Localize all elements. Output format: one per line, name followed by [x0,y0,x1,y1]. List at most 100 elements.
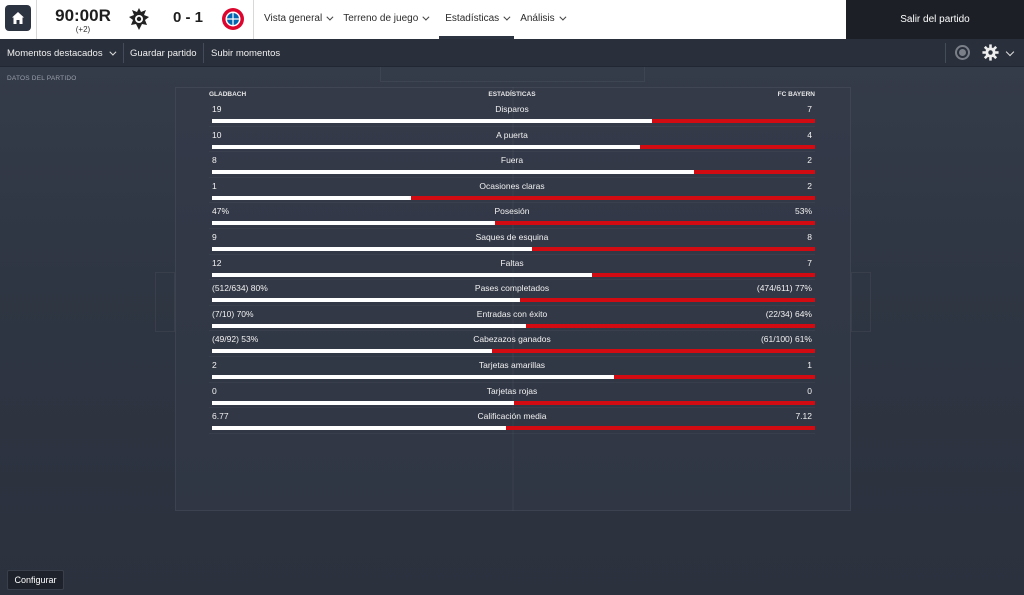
stat-label: Ocasiones claras [479,180,545,191]
stat-bar-home-fill [212,144,641,149]
home-icon [12,12,24,24]
away-stat-value: (474/611) 77% [756,283,812,294]
stat-label: Faltas [500,257,524,268]
stat-bar-home-fill [212,349,493,354]
chevron-down-icon [326,13,334,21]
configure-button[interactable]: Configurar [7,570,64,590]
exit-match-button[interactable]: Salir del partido [846,0,1024,39]
bayern-crest-icon [222,8,244,30]
tab-overview-label: Vista general [264,12,323,24]
stat-bar-home-fill [212,298,520,303]
stat-label: A puerta [496,129,528,140]
home-stat-value: 2 [212,359,217,370]
away-stat-value: 7 [807,104,812,114]
tab-statistics-label: Estadísticas [445,12,500,24]
stat-bar [212,246,815,251]
stat-label: Saques de esquina [475,231,549,242]
stat-label: Tarjetas amarillas [478,359,546,370]
section-label: DATOS DEL PARTIDO [7,75,77,82]
stat-label: Disparos [495,104,529,114]
away-stat-value: 53% [794,206,812,217]
main-nav: Vista general Terreno de juego Estadísti… [258,0,570,39]
record-icon[interactable] [955,45,970,60]
stat-bar [212,272,815,277]
highlights-dropdown[interactable]: Momentos destacados [7,39,117,67]
top-bar: 90:00R (+2) 0 - 1 Vista general Terreno … [0,0,1024,39]
stat-label: Cabezazos ganados [473,334,551,345]
home-team-name: GLADBACH [209,91,247,98]
stat-row: 0 Tarjetas rojas 0 [209,383,815,409]
stats-header: GLADBACH ESTADÍSTICAS FC BAYERN [209,91,815,101]
stat-row: 1 Ocasiones claras 2 [209,178,815,204]
stat-bar-home-fill [212,170,695,175]
chevron-down-icon [559,13,567,21]
save-match-button[interactable]: Guardar partido [130,47,197,59]
tab-overview[interactable]: Vista general [258,0,337,39]
tab-pitch[interactable]: Terreno de juego [337,0,433,39]
home-stat-value: 10 [212,129,222,140]
chevron-down-icon [422,13,430,21]
clock-time: 90:00R [55,6,111,25]
stat-label: Tarjetas rojas [486,385,538,396]
tab-analysis[interactable]: Análisis [514,0,569,39]
stat-bar [212,195,815,200]
stat-row: 47% Posesión 53% [209,203,815,229]
away-stat-value: 7 [807,257,812,268]
stat-row: (49/92) 53% Cabezazos ganados (61/100) 61% [209,331,815,357]
home-stat-value: 0 [212,385,217,396]
away-stat-value: 2 [807,155,812,166]
stat-row: 10 A puerta 4 [209,127,815,153]
stat-bar-home-fill [212,195,411,200]
stat-bar [212,221,815,226]
away-stat-value: 2 [807,180,812,191]
home-button[interactable] [5,5,31,31]
stat-row: (7/10) 70% Entradas con éxito (22/34) 64% [209,306,815,332]
chevron-down-icon [108,48,117,56]
stat-label: Entradas con éxito [476,308,548,319]
stat-bar-home-fill [212,426,506,431]
away-stat-value: 1 [807,359,812,370]
home-stat-value: 19 [212,104,222,114]
home-stat-value: (512/634) 80% [212,283,268,294]
stat-bar-home-fill [212,246,532,251]
home-stat-value: 6.77 [212,411,229,422]
stat-row: 19 Disparos 7 [209,101,815,127]
stat-bar-home-fill [212,119,653,123]
stat-row: 2 Tarjetas amarillas 1 [209,357,815,383]
stat-bar [212,323,815,328]
stat-bar [212,374,815,379]
stat-label: Posesión [494,206,530,217]
away-stat-value: 0 [807,385,812,396]
stat-bar-home-fill [212,221,496,226]
highlights-label: Momentos destacados [7,47,103,59]
upload-highlights-button[interactable]: Subir momentos [211,47,281,59]
stat-bar [212,119,815,123]
stat-label: Calificación media [477,411,547,422]
home-stat-value: 1 [212,180,217,191]
stat-row: 9 Saques de esquina 8 [209,229,815,255]
home-stat-value: 9 [212,231,217,242]
stat-bar-home-fill [212,400,514,405]
chevron-down-icon [503,13,511,21]
added-time: (+2) [75,25,91,34]
away-stat-value: (22/34) 64% [765,308,812,319]
stat-label: Fuera [500,155,524,166]
stat-bar-home-fill [212,374,615,379]
tab-analysis-label: Análisis [520,12,555,24]
stat-bar [212,400,815,405]
away-stat-value: (61/100) 61% [760,334,812,345]
gear-icon[interactable] [982,44,999,61]
stat-bar [212,144,815,149]
stat-row: 6.77 Calificación media 7.12 [209,408,815,434]
home-stat-value: 12 [212,257,222,268]
stat-row: 12 Faltas 7 [209,255,815,281]
away-stat-value: 8 [807,231,812,242]
score: 0 - 1 [172,9,203,26]
match-toolbar: Momentos destacados Guardar partido Subi… [0,39,1024,67]
gladbach-crest-icon [129,8,149,30]
stats-title: ESTADÍSTICAS [488,91,536,98]
stat-bar [212,426,815,431]
stat-bar-home-fill [212,323,526,328]
tab-statistics[interactable]: Estadísticas [439,0,515,39]
away-stat-value: 4 [807,129,812,140]
